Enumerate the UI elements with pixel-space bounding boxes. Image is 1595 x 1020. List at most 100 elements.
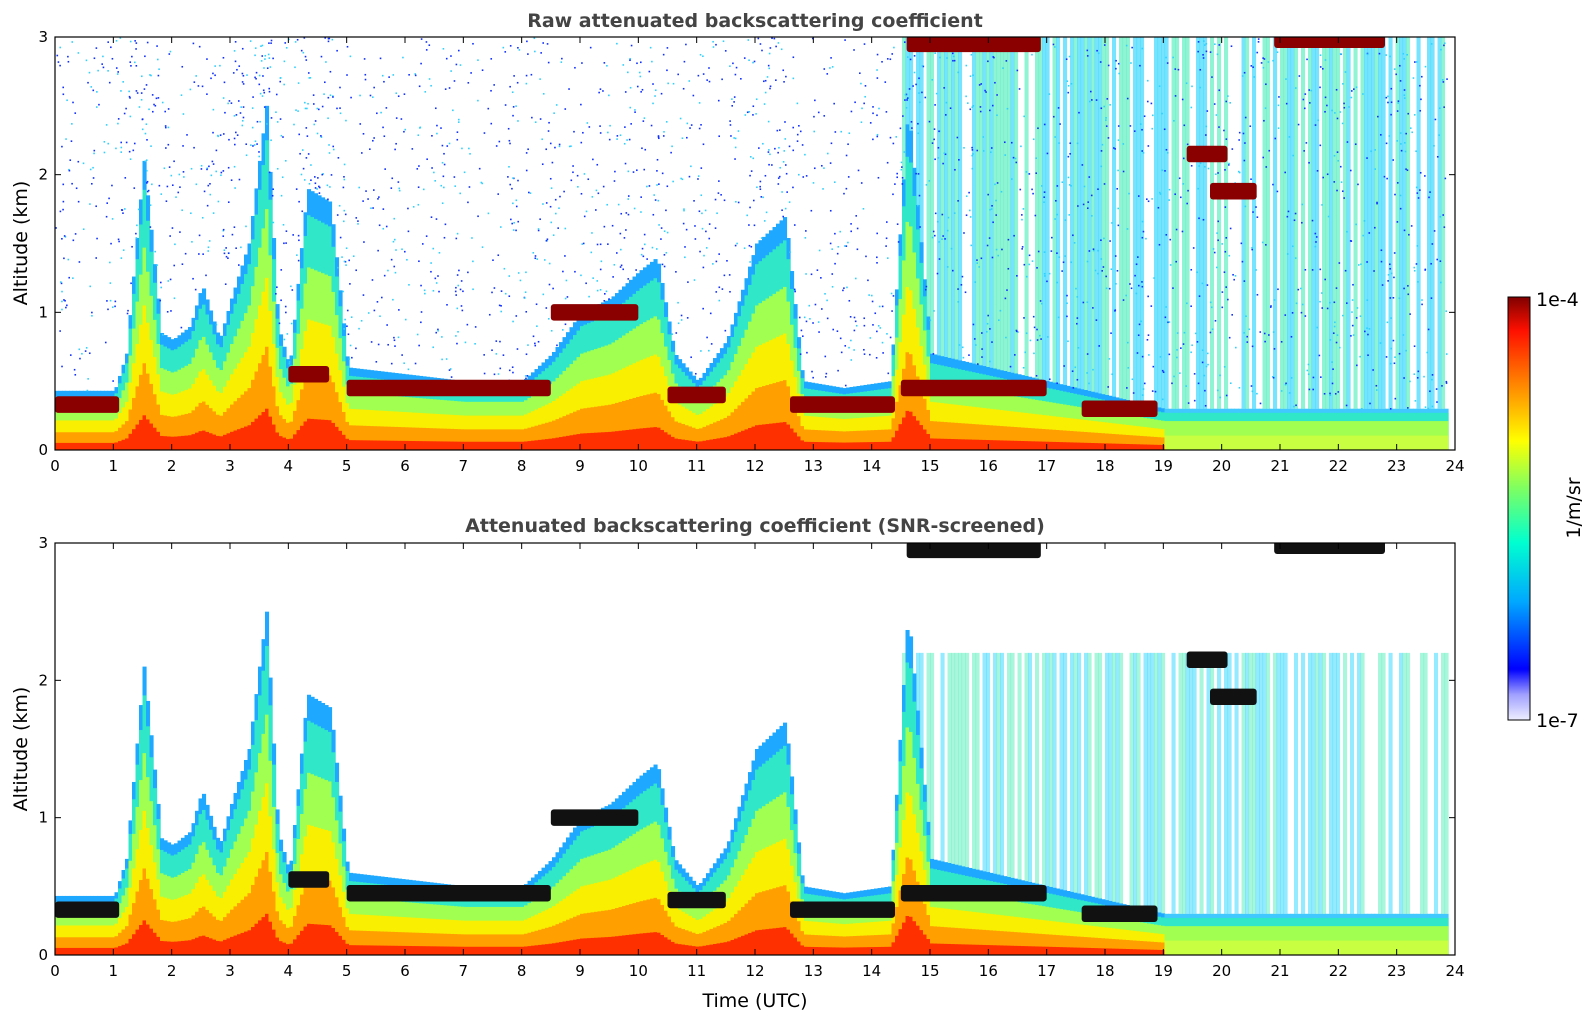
- noise-speck: [1086, 49, 1089, 52]
- noise-speck: [376, 301, 379, 303]
- backscatter-column: [1224, 435, 1229, 450]
- backscatter-column: [786, 424, 791, 450]
- backscatter-column: [1035, 37, 1040, 379]
- noise-speck: [106, 202, 109, 204]
- noise-speck: [812, 182, 815, 184]
- noise-speck: [1379, 134, 1382, 136]
- backscatter-column: [254, 418, 259, 450]
- noise-speck: [548, 262, 551, 265]
- noise-speck: [542, 93, 545, 95]
- noise-speck: [680, 177, 682, 180]
- noise-speck: [749, 174, 751, 177]
- backscatter-column: [1129, 435, 1134, 450]
- noise-speck: [111, 306, 114, 309]
- noise-speck: [1021, 214, 1023, 216]
- backscatter-column: [450, 428, 455, 450]
- backscatter-column: [1189, 421, 1194, 450]
- noise-speck: [372, 207, 374, 209]
- noise-speck: [1115, 59, 1117, 62]
- backscatter-column: [384, 440, 389, 450]
- noise-speck: [768, 67, 771, 70]
- noise-speck: [254, 54, 256, 57]
- noise-speck: [234, 187, 236, 189]
- backscatter-column: [1423, 435, 1428, 450]
- noise-speck: [123, 112, 126, 115]
- backscatter-column: [534, 425, 539, 450]
- noise-speck: [969, 75, 972, 77]
- noise-speck: [863, 43, 866, 45]
- noise-speck: [74, 233, 77, 235]
- backscatter-column: [1308, 435, 1313, 450]
- noise-speck: [1398, 64, 1401, 67]
- noise-speck: [95, 47, 98, 49]
- noise-speck: [1228, 162, 1230, 165]
- backscatter-column: [1199, 37, 1204, 409]
- backscatter-column: [412, 427, 417, 450]
- noise-speck: [603, 293, 606, 295]
- backscatter-column: [405, 427, 410, 450]
- backscatter-column: [541, 423, 546, 450]
- backscatter-column: [1038, 441, 1043, 450]
- noise-speck: [150, 145, 152, 147]
- noise-speck: [90, 86, 93, 88]
- backscatter-column: [758, 424, 763, 450]
- noise-speck: [682, 222, 685, 225]
- backscatter-column: [1192, 435, 1197, 450]
- noise-speck: [61, 290, 63, 293]
- backscatter-column: [503, 429, 508, 450]
- noise-speck: [1032, 192, 1034, 195]
- noise-speck: [150, 74, 152, 77]
- backscatter-column: [671, 436, 676, 450]
- noise-speck: [240, 246, 242, 249]
- noise-speck: [1251, 390, 1254, 393]
- backscatter-column: [258, 363, 263, 450]
- noise-speck: [493, 287, 496, 289]
- noise-speck: [1176, 332, 1179, 334]
- backscatter-column: [237, 429, 242, 450]
- noise-speck: [850, 339, 852, 342]
- noise-speck: [1165, 306, 1167, 308]
- noise-speck: [401, 248, 403, 251]
- backscatter-column: [261, 412, 266, 450]
- noise-speck: [981, 356, 983, 358]
- noise-speck: [1141, 236, 1144, 239]
- noise-speck: [1343, 197, 1345, 199]
- noise-speck: [250, 144, 252, 146]
- noise-speck: [1350, 240, 1353, 242]
- noise-speck: [367, 198, 369, 200]
- noise-speck: [1413, 373, 1416, 375]
- noise-speck: [1385, 356, 1388, 358]
- noise-speck: [769, 87, 771, 90]
- noise-speck: [616, 42, 618, 45]
- noise-speck: [375, 361, 378, 363]
- noise-speck: [1069, 153, 1071, 155]
- noise-speck: [850, 230, 853, 233]
- noise-speck: [986, 322, 989, 325]
- noise-speck: [958, 344, 961, 346]
- noise-speck: [684, 256, 686, 259]
- noise-speck: [1141, 150, 1144, 152]
- noise-speck: [1110, 332, 1112, 334]
- noise-speck: [1256, 293, 1259, 296]
- noise-speck: [298, 133, 301, 136]
- noise-speck: [307, 102, 309, 105]
- noise-speck: [189, 88, 192, 91]
- noise-speck: [327, 96, 330, 99]
- backscatter-column: [1070, 431, 1075, 450]
- noise-speck: [1225, 138, 1228, 140]
- noise-speck: [371, 96, 374, 98]
- backscatter-column: [1437, 37, 1442, 409]
- noise-speck: [700, 350, 702, 352]
- backscatter-column: [1028, 441, 1033, 450]
- backscatter-column: [748, 394, 753, 450]
- noise-speck: [1218, 44, 1221, 46]
- noise-speck: [509, 183, 512, 186]
- noise-speck: [137, 208, 140, 211]
- noise-speck: [1246, 335, 1249, 338]
- backscatter-column: [748, 427, 753, 450]
- noise-speck: [1172, 287, 1174, 289]
- noise-speck: [1301, 203, 1304, 206]
- noise-speck: [452, 109, 454, 112]
- backscatter-column: [1066, 430, 1071, 450]
- noise-speck: [886, 58, 889, 60]
